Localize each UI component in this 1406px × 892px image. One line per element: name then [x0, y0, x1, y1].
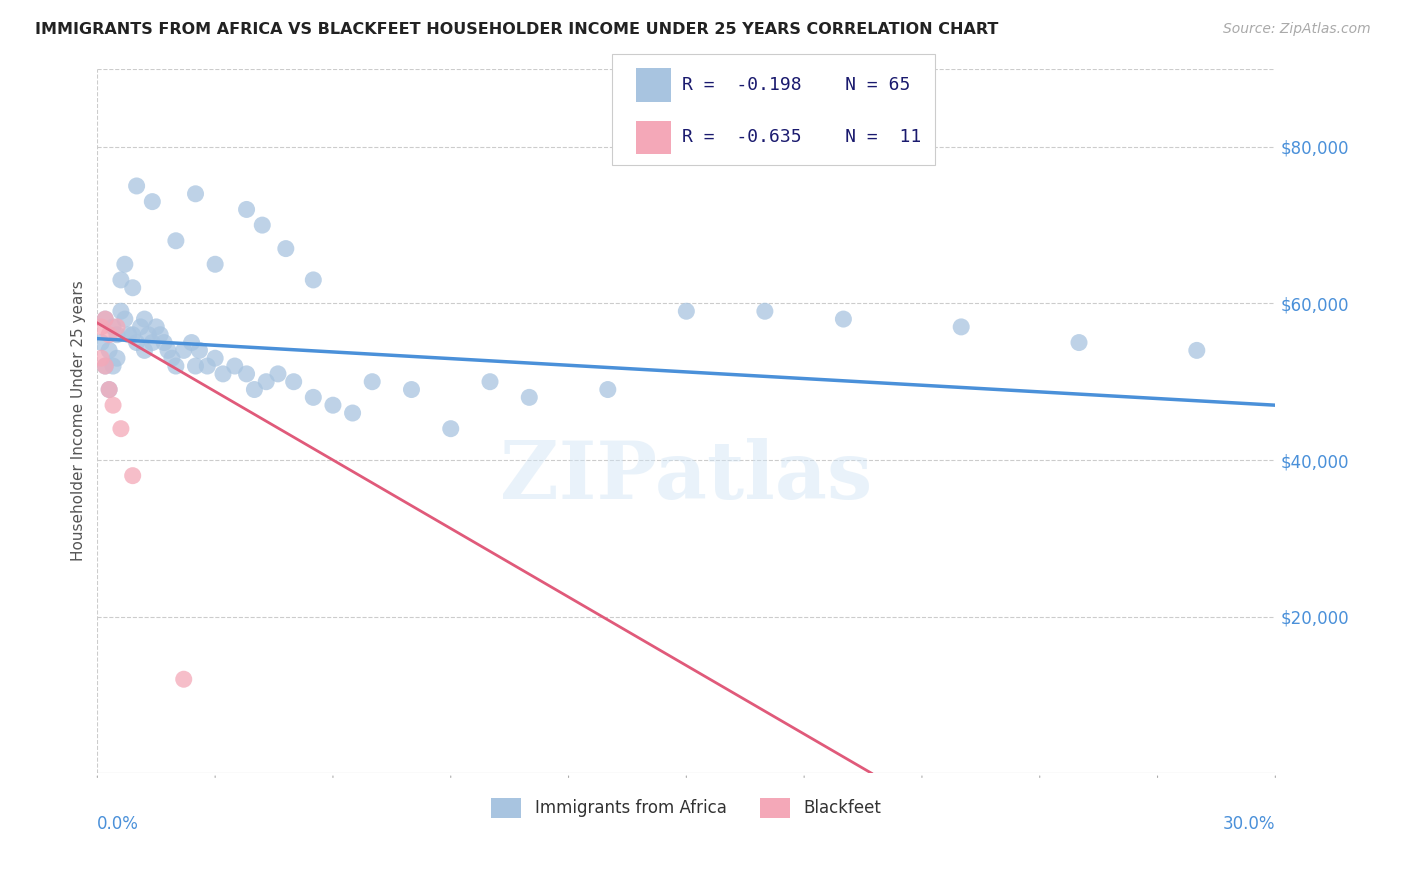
- Point: [125, 178, 148, 193]
- Text: IMMIGRANTS FROM AFRICA VS BLACKFEET HOUSEHOLDER INCOME UNDER 25 YEARS CORRELATIO: IMMIGRANTS FROM AFRICA VS BLACKFEET HOUS…: [35, 22, 998, 37]
- Point: [101, 319, 124, 334]
- Point: [125, 335, 148, 350]
- Point: [98, 327, 121, 342]
- Point: [138, 327, 160, 342]
- Text: R =  -0.198    N = 65: R = -0.198 N = 65: [682, 76, 910, 94]
- Point: [361, 375, 384, 389]
- Point: [134, 343, 156, 358]
- Point: [440, 422, 463, 436]
- Point: [195, 359, 218, 373]
- Point: [129, 319, 152, 334]
- Point: [90, 319, 112, 334]
- Point: [94, 359, 117, 373]
- Point: [252, 218, 274, 232]
- Point: [121, 327, 143, 342]
- Point: [322, 398, 344, 412]
- Point: [283, 375, 305, 389]
- Point: [101, 398, 124, 412]
- Text: Source: ZipAtlas.com: Source: ZipAtlas.com: [1223, 22, 1371, 37]
- Text: 0.0%: 0.0%: [97, 815, 139, 833]
- Point: [110, 273, 132, 287]
- Point: [235, 202, 257, 217]
- Point: [157, 343, 180, 358]
- Point: [1185, 343, 1208, 358]
- Point: [121, 468, 143, 483]
- Text: R =  -0.635    N =  11: R = -0.635 N = 11: [682, 128, 921, 146]
- Point: [235, 367, 257, 381]
- Point: [98, 343, 121, 358]
- Point: [141, 335, 163, 350]
- Text: 30.0%: 30.0%: [1223, 815, 1275, 833]
- Point: [134, 312, 156, 326]
- Point: [274, 242, 297, 256]
- Point: [118, 327, 141, 342]
- Y-axis label: Householder Income Under 25 years: Householder Income Under 25 years: [72, 280, 86, 561]
- Point: [596, 383, 619, 397]
- Point: [94, 312, 117, 326]
- Point: [517, 390, 540, 404]
- Point: [212, 367, 235, 381]
- Point: [90, 335, 112, 350]
- Point: [105, 351, 128, 366]
- Point: [105, 319, 128, 334]
- Point: [110, 304, 132, 318]
- Point: [173, 672, 195, 686]
- Point: [184, 186, 207, 201]
- Point: [204, 351, 226, 366]
- Point: [302, 390, 325, 404]
- Point: [105, 327, 128, 342]
- Point: [224, 359, 246, 373]
- Point: [114, 312, 136, 326]
- Point: [153, 335, 176, 350]
- Point: [101, 359, 124, 373]
- Point: [160, 351, 183, 366]
- Point: [149, 327, 172, 342]
- Point: [401, 383, 423, 397]
- Point: [114, 257, 136, 271]
- Point: [98, 383, 121, 397]
- Point: [675, 304, 697, 318]
- Point: [754, 304, 776, 318]
- Point: [188, 343, 211, 358]
- Point: [1067, 335, 1090, 350]
- Point: [254, 375, 277, 389]
- Point: [98, 383, 121, 397]
- Point: [950, 319, 973, 334]
- Point: [90, 351, 112, 366]
- Point: [479, 375, 502, 389]
- Point: [165, 359, 187, 373]
- Point: [180, 335, 202, 350]
- Legend: Immigrants from Africa, Blackfeet: Immigrants from Africa, Blackfeet: [485, 791, 887, 825]
- Point: [832, 312, 855, 326]
- Point: [204, 257, 226, 271]
- Point: [173, 343, 195, 358]
- Point: [165, 234, 187, 248]
- Point: [267, 367, 290, 381]
- Point: [121, 281, 143, 295]
- Point: [243, 383, 266, 397]
- Point: [184, 359, 207, 373]
- Point: [141, 194, 163, 209]
- Point: [302, 273, 325, 287]
- Point: [145, 319, 167, 334]
- Point: [342, 406, 364, 420]
- Point: [94, 359, 117, 373]
- Text: ZIPatlas: ZIPatlas: [501, 438, 873, 516]
- Point: [110, 422, 132, 436]
- Point: [94, 312, 117, 326]
